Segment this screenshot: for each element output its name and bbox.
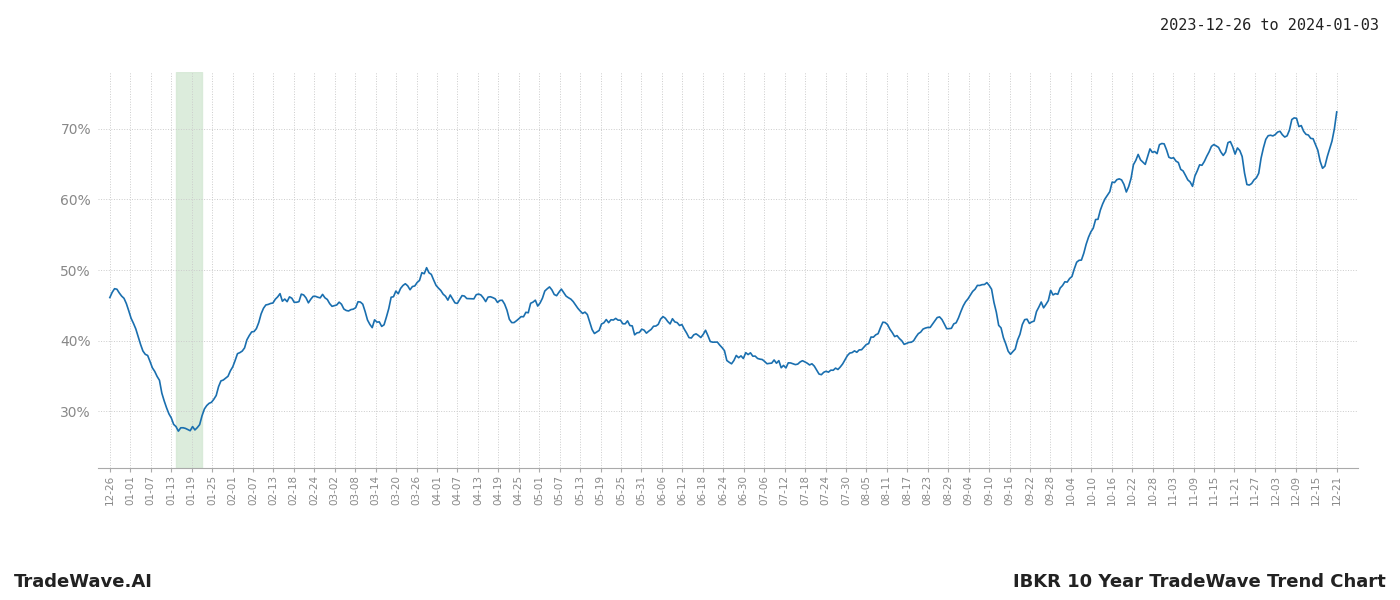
Text: 2023-12-26 to 2024-01-03: 2023-12-26 to 2024-01-03 xyxy=(1161,18,1379,33)
Bar xyxy=(176,72,202,468)
Text: TradeWave.AI: TradeWave.AI xyxy=(14,573,153,591)
Text: IBKR 10 Year TradeWave Trend Chart: IBKR 10 Year TradeWave Trend Chart xyxy=(1014,573,1386,591)
